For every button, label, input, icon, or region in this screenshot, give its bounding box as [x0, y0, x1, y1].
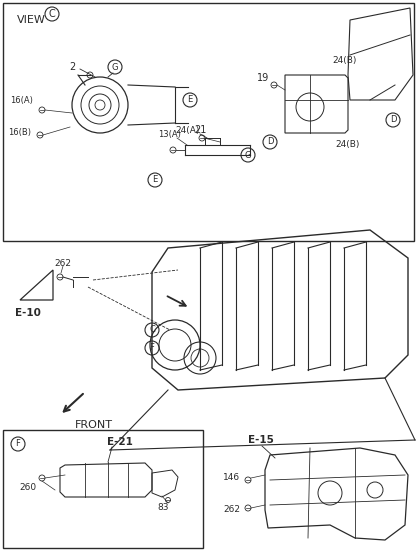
- Text: F: F: [15, 439, 20, 449]
- Text: 146: 146: [224, 474, 241, 483]
- Text: E-21: E-21: [107, 437, 133, 447]
- Text: VIEW: VIEW: [17, 15, 46, 25]
- Bar: [3, 430, 203, 548]
- Text: E: E: [187, 95, 193, 105]
- Text: 21: 21: [194, 125, 206, 135]
- Text: 24(B): 24(B): [336, 141, 360, 150]
- Text: 83: 83: [157, 504, 169, 512]
- Text: C: C: [48, 9, 55, 19]
- Text: C: C: [149, 326, 155, 335]
- Text: 24(B): 24(B): [333, 55, 357, 64]
- Text: G: G: [112, 63, 118, 71]
- Text: F: F: [150, 343, 154, 352]
- Text: 16(B): 16(B): [8, 129, 31, 137]
- Bar: [3, 3, 414, 241]
- Text: 13(A): 13(A): [158, 131, 181, 140]
- Text: FRONT: FRONT: [75, 420, 113, 430]
- Text: G: G: [245, 151, 251, 160]
- Text: E-15: E-15: [248, 435, 274, 445]
- Text: 24(A): 24(A): [176, 126, 200, 135]
- Text: 2: 2: [69, 62, 75, 72]
- Text: D: D: [390, 115, 396, 125]
- Text: 260: 260: [20, 484, 36, 493]
- Text: 16(A): 16(A): [10, 95, 33, 105]
- Text: 262: 262: [224, 505, 240, 515]
- Text: 262: 262: [54, 259, 71, 268]
- Text: 19: 19: [257, 73, 269, 83]
- Text: E-10: E-10: [15, 308, 41, 318]
- Text: D: D: [267, 137, 273, 146]
- Text: E: E: [153, 176, 158, 184]
